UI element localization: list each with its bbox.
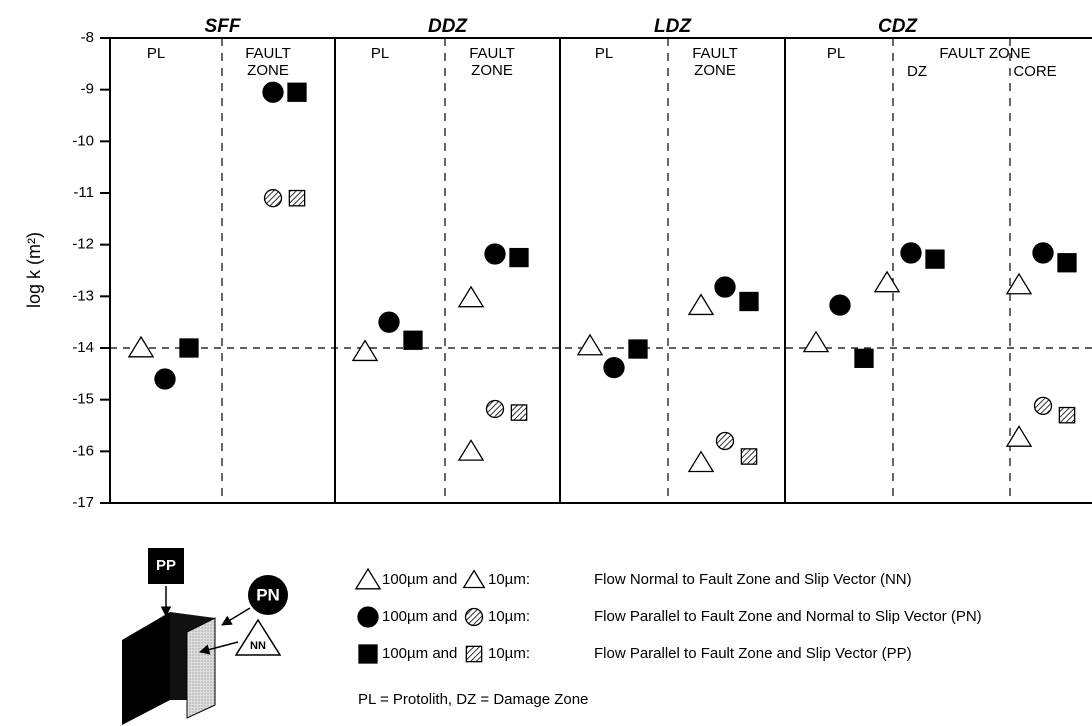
legend-text: Flow Parallel to Fault Zone and Slip Vec… bbox=[594, 645, 912, 662]
legend-size: 100µm and bbox=[382, 608, 457, 625]
legend-size: 10µm: bbox=[488, 571, 530, 588]
square-marker bbox=[1059, 408, 1074, 423]
y-tick-label: -16 bbox=[72, 442, 94, 459]
circle-marker bbox=[265, 190, 282, 207]
diagram-label: NN bbox=[250, 640, 266, 652]
circle-marker bbox=[487, 400, 504, 417]
y-tick-label: -11 bbox=[73, 184, 94, 201]
circle-marker bbox=[1033, 243, 1053, 263]
triangle-marker bbox=[464, 571, 485, 588]
triangle-marker bbox=[804, 332, 828, 352]
y-tick-label: -14 bbox=[72, 339, 94, 356]
y-tick-label: -8 bbox=[81, 29, 94, 46]
chart: log k (m²) PP PN NN PL = Protolith, DZ =… bbox=[0, 0, 1092, 726]
square-marker bbox=[510, 249, 528, 267]
square-marker bbox=[288, 83, 306, 101]
circle-marker bbox=[901, 243, 921, 263]
y-tick-label: -12 bbox=[72, 236, 94, 253]
legend-size: 10µm: bbox=[488, 608, 530, 625]
triangle-marker bbox=[129, 337, 153, 357]
circle-marker bbox=[155, 369, 175, 389]
square-marker bbox=[359, 645, 377, 663]
circle-marker bbox=[830, 295, 850, 315]
column-label: CORE bbox=[1000, 63, 1070, 80]
column-label: PL bbox=[569, 45, 639, 62]
page: {"chart_data": { "type": "scatter", "yla… bbox=[0, 0, 1092, 726]
legend-note: PL = Protolith, DZ = Damage Zone bbox=[358, 691, 588, 708]
column-label: PL bbox=[345, 45, 415, 62]
panel-title: DDZ bbox=[388, 16, 508, 38]
circle-marker bbox=[1035, 397, 1052, 414]
square-marker bbox=[180, 339, 198, 357]
circle-marker bbox=[379, 312, 399, 332]
panel-title: CDZ bbox=[838, 16, 958, 38]
y-axis-label: log k (m²) bbox=[24, 232, 44, 308]
legend-size: 100µm and bbox=[382, 571, 457, 588]
diagram-label: PN bbox=[256, 585, 280, 604]
square-marker bbox=[629, 340, 647, 358]
triangle-marker bbox=[459, 287, 483, 307]
triangle-marker bbox=[689, 452, 713, 472]
triangle-marker bbox=[353, 341, 377, 361]
legend-text: Flow Parallel to Fault Zone and Normal t… bbox=[594, 608, 982, 625]
triangle-marker bbox=[875, 272, 899, 292]
column-header: FAULT ZONE bbox=[915, 45, 1055, 62]
circle-marker bbox=[263, 82, 283, 102]
panel-title: SFF bbox=[163, 16, 283, 38]
column-label: FAULT ZONE bbox=[457, 45, 527, 79]
square-marker bbox=[466, 646, 481, 661]
y-tick-label: -13 bbox=[72, 287, 94, 304]
square-marker bbox=[740, 293, 758, 311]
triangle-marker bbox=[578, 335, 602, 355]
circle-marker bbox=[604, 358, 624, 378]
column-label: DZ bbox=[882, 63, 952, 80]
circle-marker bbox=[358, 607, 378, 627]
circle-marker bbox=[715, 277, 735, 297]
legend-size: 10µm: bbox=[488, 645, 530, 662]
circle-marker bbox=[485, 244, 505, 264]
square-marker bbox=[926, 250, 944, 268]
square-marker bbox=[741, 449, 756, 464]
column-label: FAULT ZONE bbox=[680, 45, 750, 79]
flow-diagram: PP PN NN bbox=[122, 548, 288, 725]
legend-text: Flow Normal to Fault Zone and Slip Vecto… bbox=[594, 571, 912, 588]
y-tick-label: -17 bbox=[72, 494, 94, 511]
column-label: PL bbox=[121, 45, 191, 62]
y-tick-label: -15 bbox=[72, 391, 94, 408]
triangle-marker bbox=[356, 569, 380, 589]
square-marker bbox=[511, 405, 526, 420]
circle-marker bbox=[717, 433, 734, 450]
column-label: PL bbox=[801, 45, 871, 62]
triangle-marker bbox=[689, 295, 713, 315]
diagram-label: PP bbox=[156, 557, 176, 574]
y-tick-label: -10 bbox=[72, 132, 94, 149]
square-marker bbox=[1058, 254, 1076, 272]
square-marker bbox=[404, 331, 422, 349]
triangle-marker bbox=[459, 440, 483, 460]
column-label: FAULT ZONE bbox=[233, 45, 303, 79]
legend-size: 100µm and bbox=[382, 645, 457, 662]
y-tick-label: -9 bbox=[81, 81, 94, 98]
square-marker bbox=[289, 191, 304, 206]
circle-marker bbox=[466, 609, 483, 626]
square-marker bbox=[855, 349, 873, 367]
panel-title: LDZ bbox=[613, 16, 733, 38]
